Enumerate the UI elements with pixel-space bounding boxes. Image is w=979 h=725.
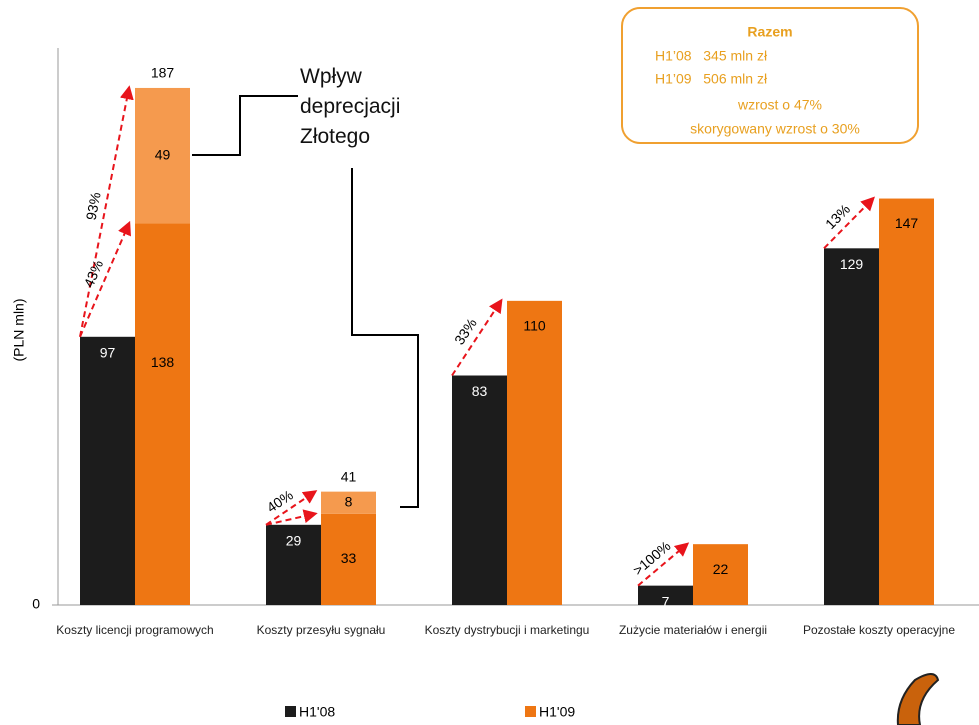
x-tick-label-text: Koszty dystrybucji i marketingu [424,623,590,637]
growth-label: >100% [630,538,674,579]
callout-line [192,95,298,156]
value-label: 147 [895,215,919,231]
x-tick-label-text: Koszty przesyłu sygnału [256,623,386,637]
callout-text: Wpływ deprecjacji Złotego [300,65,401,148]
bar [879,198,934,606]
value-label: 49 [155,146,171,162]
summary-line: skorygowany wzrost o 30% [690,121,860,137]
value-label: 22 [713,561,729,577]
bar [452,375,507,605]
growth-arrow [265,509,318,526]
value-label: 8 [345,493,353,509]
value-label: 110 [523,318,546,334]
growth-arrow [637,542,690,587]
summary-line: wzrost o 47% [737,97,822,113]
callout: Wpływ deprecjacji Złotego [300,65,401,148]
x-tick-label-text: Zużycie materiałów i energii [618,623,768,637]
value-label: 129 [840,256,864,272]
growth-label: 13% [822,201,853,232]
value-label: 33 [341,550,357,566]
x-tick-label: Koszty dystrybucji i marketingu [424,623,590,637]
growth-arrow [823,196,875,250]
legend-label: H1'09 [539,704,575,720]
x-tick-label-text: Pozostałe koszty operacyjne [802,623,956,637]
bar-segment [135,87,190,224]
value-label: 29 [286,533,302,549]
x-tick-label: Koszty licencji programowych [56,623,214,637]
total-label: 187 [151,65,175,81]
decoration [896,673,940,725]
growth-arrow [79,85,134,337]
summary-box [621,7,919,144]
bar [321,513,376,605]
bar [135,223,190,605]
total-label: 41 [341,468,357,484]
growth-label: 33% [451,315,480,347]
value-label: 138 [151,354,175,370]
summary-line: H1’09 506 mln zł [655,71,768,87]
summary-title: Razem [747,24,792,40]
legend-label: H1'08 [299,704,335,720]
summary-line: H1’08 345 mln zł [655,48,768,64]
y-tick-label: 0 [32,596,40,612]
growth-label: 93% [83,191,104,222]
legend-swatch [285,706,296,717]
bar [80,336,135,605]
value-label: 97 [100,344,116,360]
legend-swatch [525,706,536,717]
x-tick-label-text: Koszty licencji programowych [56,623,214,637]
x-tick-label: Pozostałe koszty operacyjne [802,623,956,637]
bar [638,585,693,605]
growth-arrow [451,298,503,377]
y-axis-label: (PLN mln) [11,298,27,361]
bar [824,248,879,605]
value-label: 83 [472,383,488,399]
x-tick-label: Zużycie materiałów i energii [618,623,768,637]
bar [507,300,562,605]
growth-arrow [79,220,131,338]
bar [693,544,748,605]
callout-line [351,168,419,508]
bar-segment [321,491,376,514]
value-label: 7 [662,593,670,609]
bar [266,524,321,605]
growth-label: 43% [80,258,106,290]
growth-label: 40% [264,487,296,516]
x-tick-label: Koszty przesyłu sygnału [256,623,386,637]
